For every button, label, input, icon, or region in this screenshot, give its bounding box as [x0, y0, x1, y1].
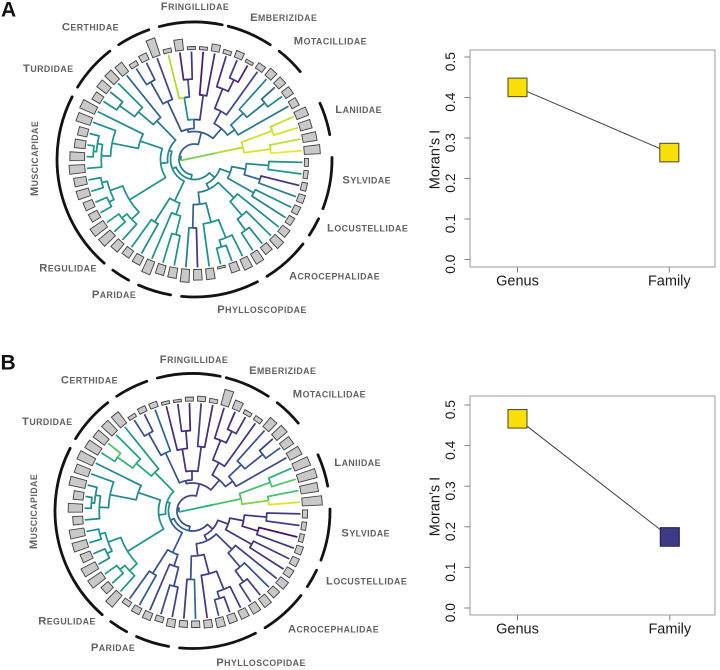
svg-text:TURDIDAE: TURDIDAE — [22, 416, 73, 428]
svg-text:Moran’s I: Moran’s I — [428, 477, 444, 536]
svg-text:MOTACILLIDAE: MOTACILLIDAE — [294, 36, 367, 48]
svg-text:0.4: 0.4 — [443, 92, 458, 112]
svg-text:REGULIDAE: REGULIDAE — [38, 616, 96, 628]
svg-text:Family: Family — [648, 622, 691, 638]
svg-text:0.1: 0.1 — [443, 214, 458, 233]
svg-text:LANIIDAE: LANIIDAE — [334, 457, 381, 469]
svg-text:0.4: 0.4 — [443, 440, 458, 460]
svg-text:Moran’s I: Moran’s I — [428, 130, 444, 189]
svg-text:ACROCEPHALIDAE: ACROCEPHALIDAE — [289, 271, 380, 283]
svg-text:ACROCEPHALIDAE: ACROCEPHALIDAE — [288, 624, 379, 636]
svg-text:Genus: Genus — [496, 622, 539, 638]
svg-text:0.0: 0.0 — [443, 603, 458, 623]
svg-text:Family: Family — [648, 274, 691, 290]
svg-text:PARIDAE: PARIDAE — [92, 289, 136, 301]
svg-text:B: B — [1, 352, 16, 375]
svg-text:A: A — [1, 0, 16, 22]
svg-text:MUSCICAPIDAE: MUSCICAPIDAE — [28, 474, 40, 549]
svg-text:0.0: 0.0 — [443, 254, 458, 274]
svg-text:LOCUSTELLIDAE: LOCUSTELLIDAE — [326, 576, 407, 588]
svg-text:0.3: 0.3 — [443, 481, 458, 501]
svg-text:FRINGILLIDAE: FRINGILLIDAE — [160, 354, 228, 366]
svg-text:TURDIDAE: TURDIDAE — [23, 63, 74, 75]
svg-text:SYLVIDAE: SYLVIDAE — [342, 175, 391, 187]
svg-text:MOTACILLIDAE: MOTACILLIDAE — [293, 389, 366, 401]
svg-text:0.2: 0.2 — [443, 174, 458, 193]
svg-text:0.1: 0.1 — [443, 563, 458, 582]
svg-text:MUSCICAPIDAE: MUSCICAPIDAE — [29, 121, 41, 196]
svg-text:SYLVIDAE: SYLVIDAE — [341, 528, 390, 540]
svg-text:PHYLLOSCOPIDAE: PHYLLOSCOPIDAE — [217, 304, 307, 316]
svg-text:0.5: 0.5 — [443, 52, 458, 72]
svg-text:EMBERIZIDAE: EMBERIZIDAE — [250, 12, 317, 24]
svg-text:EMBERIZIDAE: EMBERIZIDAE — [249, 365, 316, 377]
svg-text:0.3: 0.3 — [443, 133, 458, 153]
svg-text:CERTHIDAE: CERTHIDAE — [62, 22, 119, 34]
svg-text:0.2: 0.2 — [443, 522, 458, 541]
svg-text:PARIDAE: PARIDAE — [91, 642, 135, 654]
svg-text:LOCUSTELLIDAE: LOCUSTELLIDAE — [327, 223, 408, 235]
svg-text:CERTHIDAE: CERTHIDAE — [61, 375, 118, 387]
svg-text:Genus: Genus — [496, 274, 539, 290]
svg-text:0.5: 0.5 — [443, 400, 458, 420]
svg-text:REGULIDAE: REGULIDAE — [39, 263, 97, 275]
svg-text:FRINGILLIDAE: FRINGILLIDAE — [161, 1, 229, 13]
svg-text:PHYLLOSCOPIDAE: PHYLLOSCOPIDAE — [216, 657, 306, 669]
svg-text:LANIIDAE: LANIIDAE — [335, 104, 382, 116]
